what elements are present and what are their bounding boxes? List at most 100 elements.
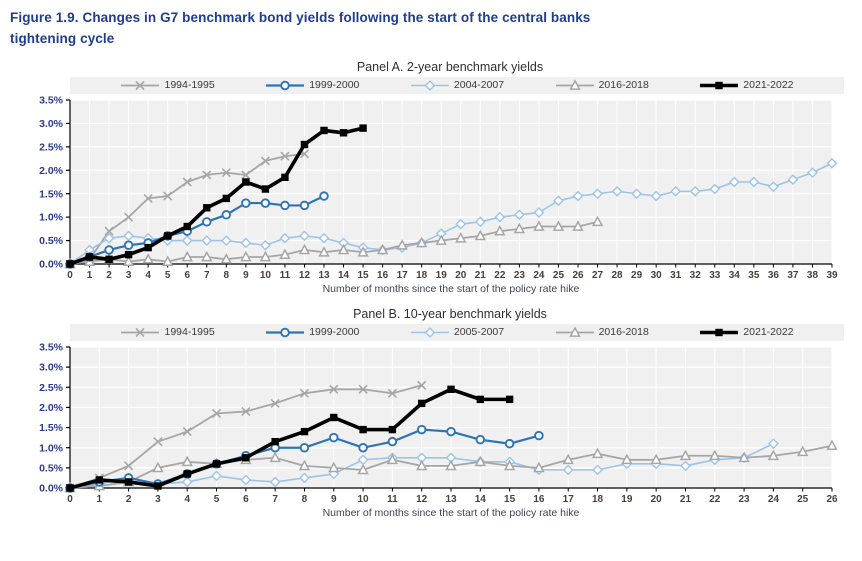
svg-text:19: 19 <box>621 494 633 505</box>
svg-text:3.5%: 3.5% <box>39 341 64 353</box>
series-2021-2022 <box>66 124 367 268</box>
legend-marker-triangle-icon <box>555 326 594 337</box>
svg-text:Number of months since the sta: Number of months since the start of the … <box>323 283 580 295</box>
svg-text:33: 33 <box>709 270 721 281</box>
legend-item-2004-2007: 2004-2007 <box>410 79 504 92</box>
legend-marker-diamond-icon <box>410 79 449 91</box>
svg-text:Number of months since the sta: Number of months since the start of the … <box>323 507 580 519</box>
svg-text:13: 13 <box>318 270 330 281</box>
svg-text:6: 6 <box>184 270 190 281</box>
svg-text:3.5%: 3.5% <box>39 94 64 106</box>
panel-a: Panel A. 2-year benchmark yields 1994-19… <box>26 60 852 298</box>
legend-label: 1994-1995 <box>164 79 215 92</box>
svg-text:24: 24 <box>533 270 545 281</box>
svg-text:37: 37 <box>787 270 799 281</box>
legend-item-2021-2022: 2021-2022 <box>699 79 794 92</box>
svg-text:2: 2 <box>106 270 112 281</box>
svg-text:1.5%: 1.5% <box>39 188 64 200</box>
svg-text:9: 9 <box>243 270 249 281</box>
svg-text:9: 9 <box>331 494 337 505</box>
legend-item-1994-1995: 1994-1995 <box>120 79 215 92</box>
svg-text:7: 7 <box>204 270 210 281</box>
svg-text:35: 35 <box>748 270 760 281</box>
svg-text:0.5%: 0.5% <box>39 462 64 474</box>
svg-text:0.0%: 0.0% <box>39 258 64 270</box>
legend-label: 2004-2007 <box>453 79 505 92</box>
svg-text:10: 10 <box>358 494 370 505</box>
svg-text:36: 36 <box>768 270 780 281</box>
svg-text:0.5%: 0.5% <box>39 235 64 247</box>
svg-text:8: 8 <box>224 270 230 281</box>
svg-text:21: 21 <box>680 494 692 505</box>
legend-marker-circle-icon <box>266 327 305 338</box>
svg-text:12: 12 <box>416 494 428 505</box>
legend-marker-diamond-icon <box>410 326 449 338</box>
legend-item-1999-2000: 1999-2000 <box>265 326 359 339</box>
legend-marker-x-cross-icon <box>121 80 160 90</box>
panel-b-chart: 0.0%0.5%1.0%1.5%2.0%2.5%3.0%3.5%0 1 2 3 4 5 6 7… <box>39 341 838 519</box>
svg-text:18: 18 <box>416 270 428 281</box>
svg-text:1: 1 <box>87 270 93 281</box>
svg-text:24: 24 <box>768 494 780 505</box>
legend-label: 1994-1995 <box>164 326 215 339</box>
svg-text:22: 22 <box>709 494 721 505</box>
svg-text:5: 5 <box>214 494 220 505</box>
panel-a-title: Panel A. 2-year benchmark yields <box>356 59 544 74</box>
svg-text:2.5%: 2.5% <box>39 141 64 153</box>
svg-text:14: 14 <box>338 270 350 281</box>
legend-label: 1999-2000 <box>309 326 360 339</box>
svg-text:18: 18 <box>592 494 604 505</box>
panel-a-legend: 1994-1995 1999-2000 2004-2007 2016-2018 2021… <box>70 76 844 94</box>
svg-text:15: 15 <box>358 270 370 281</box>
svg-text:20: 20 <box>455 270 467 281</box>
svg-text:7: 7 <box>272 494 278 505</box>
svg-text:3.0%: 3.0% <box>39 118 64 130</box>
panel-a-chart: 0.0%0.5%1.0%1.5%2.0%2.5%3.0%3.5%0 1 2 3 4 5 6 7… <box>39 94 838 295</box>
svg-text:5: 5 <box>165 270 171 281</box>
svg-text:31: 31 <box>670 270 682 281</box>
svg-text:34: 34 <box>729 270 741 281</box>
svg-text:28: 28 <box>612 270 624 281</box>
legend-item-2005-2007: 2005-2007 <box>410 326 504 339</box>
legend-label: 1999-2000 <box>309 79 360 92</box>
svg-text:12: 12 <box>299 270 311 281</box>
svg-text:1.0%: 1.0% <box>39 442 64 454</box>
svg-text:27: 27 <box>592 270 604 281</box>
svg-text:16: 16 <box>533 494 545 505</box>
svg-text:30: 30 <box>651 270 663 281</box>
legend-item-2021-2022: 2021-2022 <box>699 326 794 339</box>
legend-marker-circle-icon <box>266 80 305 91</box>
legend-marker-x-cross-icon <box>121 327 160 337</box>
svg-text:13: 13 <box>445 494 457 505</box>
legend-label: 2005-2007 <box>453 326 505 339</box>
legend-marker-square-icon <box>700 81 739 90</box>
svg-text:10: 10 <box>260 270 272 281</box>
legend-label: 2016-2018 <box>598 326 649 339</box>
svg-text:1.5%: 1.5% <box>39 422 64 434</box>
svg-text:11: 11 <box>280 270 291 281</box>
svg-text:3.0%: 3.0% <box>39 362 64 374</box>
svg-text:15: 15 <box>504 494 516 505</box>
svg-text:25: 25 <box>553 270 565 281</box>
panel-b-legend: 1994-1995 1999-2000 2005-2007 2016-2018 2021… <box>70 323 844 341</box>
figure-title-line1: Figure 1.9. Changes in G7 benchmark bond… <box>10 10 591 25</box>
svg-text:23: 23 <box>514 270 526 281</box>
svg-text:17: 17 <box>563 494 575 505</box>
svg-text:1.0%: 1.0% <box>39 212 64 224</box>
svg-text:2.5%: 2.5% <box>39 382 64 394</box>
legend-item-2016-2018: 2016-2018 <box>555 79 649 92</box>
svg-text:16: 16 <box>377 270 389 281</box>
legend-label: 2016-2018 <box>598 79 649 92</box>
series-2004-2007 <box>64 157 838 270</box>
svg-text:23: 23 <box>739 494 751 505</box>
svg-text:8: 8 <box>302 494 308 505</box>
svg-text:25: 25 <box>797 494 809 505</box>
svg-text:4: 4 <box>145 270 151 281</box>
series-2021-2022 <box>66 385 514 492</box>
panel-b-title: Panel B. 10-year benchmark yields <box>353 306 547 321</box>
svg-text:2: 2 <box>126 494 132 505</box>
svg-text:39: 39 <box>826 270 838 281</box>
svg-text:20: 20 <box>651 494 663 505</box>
svg-text:11: 11 <box>387 494 398 505</box>
svg-text:21: 21 <box>475 270 487 281</box>
